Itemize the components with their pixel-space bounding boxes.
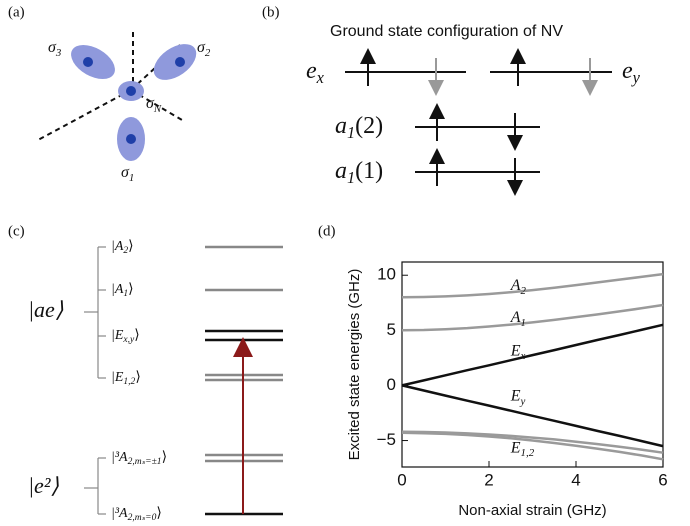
label-sub: 2,mₛ=0 [128,513,157,523]
label-main: A [510,277,521,294]
math-label: σ2 [197,39,211,59]
label-sub: 2 [123,246,128,256]
label-tail: ⟩ [128,282,133,297]
label-sub: x [316,68,325,87]
curve [401,384,664,448]
label-sub: N [153,102,162,114]
x-tick-label: 0 [397,470,406,489]
math-label: ex [306,58,325,87]
label-sub: 1 [521,317,526,329]
label-main: E [510,387,521,404]
label-tail: ⟩ [128,239,133,254]
label-tail: ⟩ [134,328,139,343]
label-main: a [335,158,347,184]
label-sub: 2 [521,285,527,297]
x-tick-label: 4 [571,470,580,489]
math-label: A1 [510,309,526,329]
label-tail: ⟩ [156,506,161,521]
x-axis-label: Non-axial strain (GHz) [458,502,606,519]
plot-frame [401,261,664,468]
panel-label: (c) [8,223,25,239]
y-tick-label: 0 [387,375,396,394]
math-label: E1,2 [510,439,535,459]
y-tick-label: −5 [377,430,396,449]
math-label: |³A2,mₛ=±1⟩ [111,450,167,467]
label-main: |³A [111,506,128,521]
curve [401,323,664,387]
y-tick-label: 10 [377,265,396,284]
label-sub: x,y [122,335,135,345]
math-label: σ1 [121,164,134,184]
math-label: |³A2,mₛ=0⟩ [111,506,162,523]
math-label: σN [146,95,162,115]
y-tick-label: 5 [387,320,396,339]
curve [401,431,664,461]
brackets [84,246,106,515]
y-axis-label: Excited state energies (GHz) [346,269,363,461]
label-sub: 1 [347,123,355,142]
label-sub: 3 [55,46,62,58]
label-main: σ [121,164,130,181]
label-main: σ [146,95,155,112]
x-tick-label: 2 [484,470,493,489]
math-label: |e²⟩ [28,473,59,498]
label-main: e [622,58,633,84]
label-main: E [510,439,521,456]
label-sub: 1,2 [521,447,535,459]
math-label: |E1,2⟩ [111,370,141,387]
label-sub: 1 [347,168,355,187]
label-sub: 1 [129,171,134,183]
label-main: |E [111,370,124,385]
math-label: Ey [510,387,526,407]
math-label: σ3 [48,39,62,59]
label-main: |³A [111,450,128,465]
curve [401,303,664,332]
math-label: |Ex,y⟩ [111,328,140,345]
label-sub: 1 [123,289,128,299]
label-tail: ⟩ [135,370,140,385]
ground-levels [345,48,612,196]
label-main: σ [197,39,206,56]
label-tail: ⟩ [162,450,167,465]
label-sub: y [631,68,641,87]
label-main: A [510,309,521,326]
label-main: |ae⟩ [28,297,64,322]
label-main: |E [111,328,124,343]
math-label: a1(2) [335,113,383,142]
label-main: E [510,342,521,359]
panel-label: (d) [318,223,336,239]
label-tail: (2) [355,113,383,139]
panel-label: (b) [262,4,280,20]
panel-title: Ground state configuration of NV [330,23,563,40]
label-main: |A [111,239,124,254]
curve [401,272,664,299]
math-label: |A2⟩ [111,239,134,256]
math-label: Ex [510,342,526,362]
label-tail: (1) [355,158,383,184]
math-label: ey [622,58,641,87]
label-main: |e²⟩ [28,473,59,498]
label-sub: y [520,395,526,407]
label-main: |A [111,282,124,297]
curve [401,430,664,454]
math-label: |ae⟩ [28,297,64,322]
math-label: a1(1) [335,158,383,187]
label-sub: 2,mₛ=±1 [128,457,162,467]
x-tick-label: 6 [658,470,667,489]
label-main: e [306,58,317,84]
label-main: a [335,113,347,139]
label-main: σ [48,39,57,56]
math-label: |A1⟩ [111,282,134,299]
orbital-centers [83,57,185,144]
panel-label: (a) [8,4,25,20]
math-label: A2 [510,277,527,297]
label-sub: 1,2 [123,377,135,387]
label-sub: x [520,350,526,362]
label-sub: 2 [205,46,211,58]
